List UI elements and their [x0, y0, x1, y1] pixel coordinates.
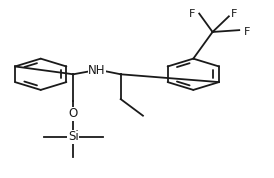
- Text: F: F: [244, 27, 250, 37]
- Text: F: F: [231, 9, 237, 20]
- Text: O: O: [69, 107, 78, 120]
- Text: F: F: [189, 9, 195, 19]
- Text: Si: Si: [68, 130, 79, 143]
- Text: NH: NH: [88, 64, 106, 77]
